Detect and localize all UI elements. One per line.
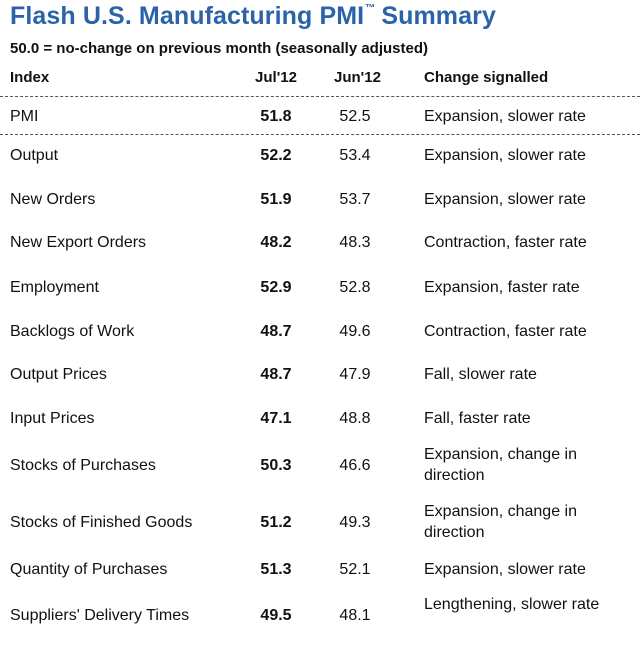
row-change-signalled: Expansion, slower rate <box>424 191 586 208</box>
row-jun12-value: 52.8 <box>339 279 371 296</box>
column-header-index: Index <box>10 69 50 86</box>
row-jun12-value: 46.6 <box>339 457 371 474</box>
row-jun12-value: 49.6 <box>339 323 371 340</box>
row-change-signalled: Expansion, faster rate <box>424 279 580 296</box>
row-index-label: Suppliers' Delivery Times <box>10 607 190 624</box>
column-header-jun12: Jun'12 <box>334 69 381 86</box>
row-jun12-value: 53.4 <box>339 147 371 164</box>
row-index-label: Quantity of Purchases <box>10 561 168 578</box>
row-jul12-value: 52.2 <box>260 147 292 164</box>
row-index-label: Output <box>10 147 59 164</box>
row-index-label: New Export Orders <box>10 234 147 251</box>
row-index-label: Stocks of Purchases <box>10 457 156 474</box>
subtitle-note: 50.0 = no-change on previous month (seas… <box>10 40 429 57</box>
pmi-divider <box>0 134 640 135</box>
row-jul12-value: 47.1 <box>260 410 292 427</box>
title-main: Flash U.S. Manufacturing PMI <box>10 2 365 30</box>
row-index-label: Backlogs of Work <box>10 323 135 340</box>
row-change-signalled: Expansion, change in direction <box>424 446 577 484</box>
row-index-label: Stocks of Finished Goods <box>10 514 193 531</box>
row-index-label: Employment <box>10 279 99 296</box>
row-change-signalled: Expansion, change in direction <box>424 503 577 541</box>
row-jul12-value: 50.3 <box>260 457 292 474</box>
row-jun12-value: 48.1 <box>339 607 371 624</box>
header-divider <box>0 96 640 97</box>
row-jun12-value: 52.1 <box>339 561 371 578</box>
column-header-jul12: Jul'12 <box>255 69 297 86</box>
row-jun12-value: 49.3 <box>339 514 371 531</box>
row-jul12-value: 49.5 <box>260 607 292 624</box>
page-title: Flash U.S. Manufacturing PMI™ Summary <box>10 2 496 31</box>
row-change-signalled: Expansion, slower rate <box>424 561 586 578</box>
row-jun12-value: 47.9 <box>339 366 371 383</box>
row-change-signalled: Contraction, faster rate <box>424 323 587 340</box>
row-jul12-value: 51.2 <box>260 514 292 531</box>
row-index-label: Input Prices <box>10 410 95 427</box>
row-jul12-value: 51.3 <box>260 561 292 578</box>
row-change-signalled: Fall, slower rate <box>424 366 537 383</box>
trademark-symbol: ™ <box>365 3 376 14</box>
row-jul12-value: 48.7 <box>260 366 292 383</box>
row-jun12-value: 53.7 <box>339 191 371 208</box>
row-jul12-value: 52.9 <box>260 279 292 296</box>
row-change-signalled: Fall, faster rate <box>424 410 531 427</box>
row-index-label: Output Prices <box>10 366 107 383</box>
row-change-signalled: Contraction, faster rate <box>424 234 587 251</box>
column-header-change-signalled: Change signalled <box>424 69 549 86</box>
row-index-label: New Orders <box>10 191 96 208</box>
row-jun12-value: 48.3 <box>339 234 371 251</box>
row-change-signalled: Expansion, slower rate <box>424 108 586 125</box>
row-jul12-value: 48.7 <box>260 323 292 340</box>
row-jul12-value: 48.2 <box>260 234 292 251</box>
row-change-signalled: Lengthening, slower rate <box>424 596 600 613</box>
row-change-signalled: Expansion, slower rate <box>424 147 586 164</box>
row-jul12-value: 51.9 <box>260 191 292 208</box>
row-jul12-value: 51.8 <box>260 108 292 125</box>
title-suffix: Summary <box>381 2 496 30</box>
row-jun12-value: 48.8 <box>339 410 371 427</box>
row-jun12-value: 52.5 <box>339 108 371 125</box>
row-index-label: PMI <box>10 108 39 125</box>
